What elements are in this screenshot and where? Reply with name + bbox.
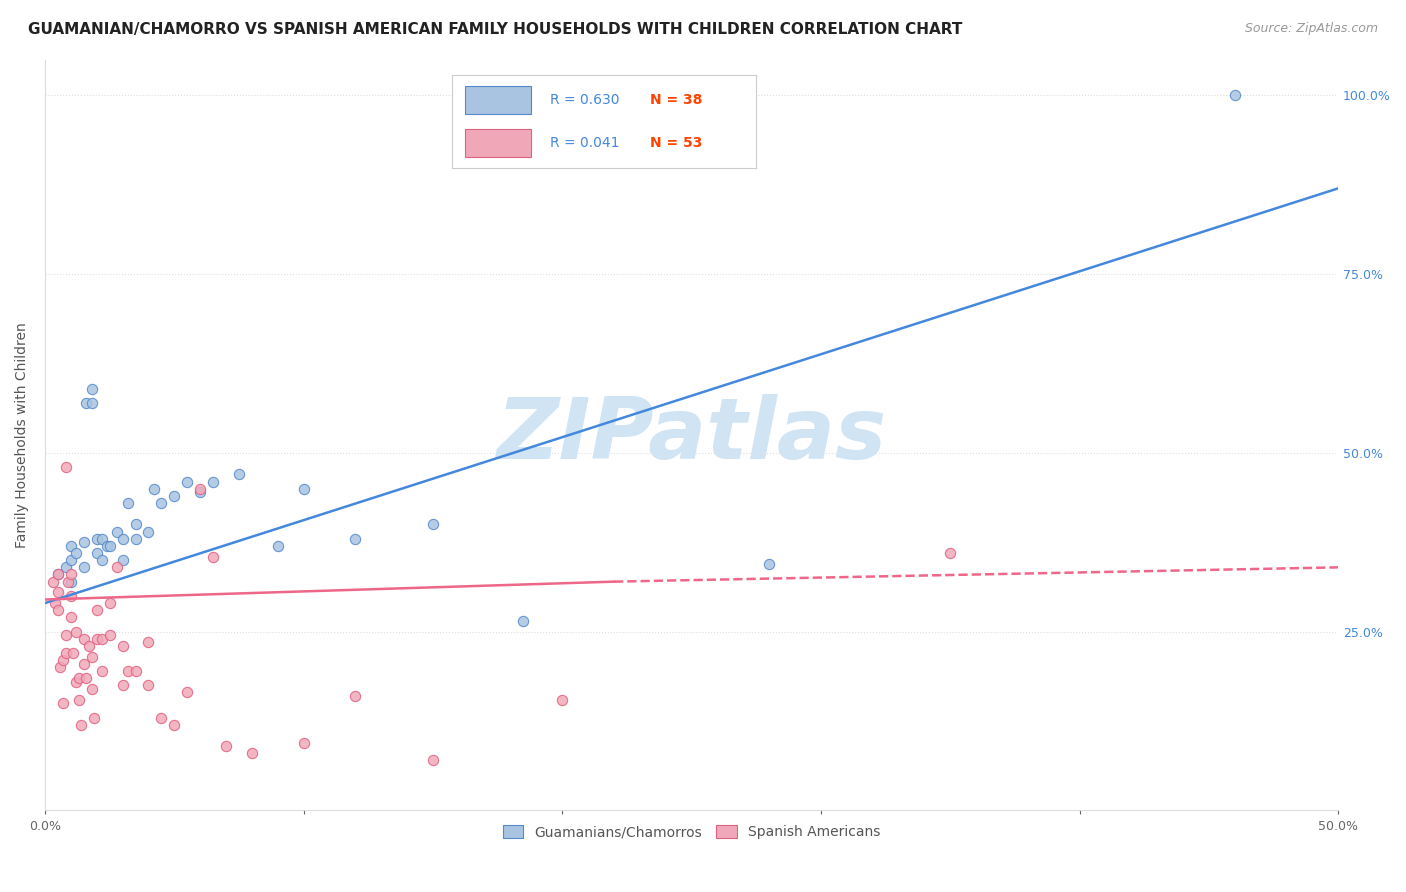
Point [111, 639, 134, 653]
Point [86, 603, 108, 617]
Point [90, 632, 112, 646]
Point [46, 567, 69, 582]
Point [292, 482, 315, 496]
Point [939, 546, 962, 560]
Point [138, 524, 160, 539]
Point [80, 649, 103, 664]
Point [422, 753, 444, 767]
Point [96, 539, 118, 553]
Point [75, 396, 97, 410]
Point [105, 524, 128, 539]
Point [44, 596, 66, 610]
Point [73, 535, 96, 549]
Point [124, 532, 146, 546]
Point [111, 532, 134, 546]
Point [163, 489, 186, 503]
Point [90, 532, 112, 546]
Point [75, 671, 97, 685]
Point [90, 553, 112, 567]
Point [59, 574, 82, 589]
Point [83, 710, 105, 724]
Point [77, 639, 100, 653]
Point [55, 560, 77, 574]
Point [70, 717, 93, 731]
Point [46, 567, 69, 582]
Point [55, 628, 77, 642]
Point [215, 739, 238, 753]
Point [86, 632, 108, 646]
Point [73, 657, 96, 671]
Point [52, 653, 75, 667]
Point [80, 681, 103, 696]
Point [59, 589, 82, 603]
Point [138, 635, 160, 649]
Point [188, 485, 211, 500]
Point [86, 532, 108, 546]
Point [344, 532, 367, 546]
Point [46, 603, 69, 617]
Point [138, 678, 160, 692]
Point [73, 632, 96, 646]
Point [80, 382, 103, 396]
Point [55, 646, 77, 660]
Text: Source: ZipAtlas.com: Source: ZipAtlas.com [1244, 22, 1378, 36]
Point [176, 475, 198, 489]
Point [117, 664, 139, 678]
Point [80, 396, 103, 410]
Text: ZIPatlas: ZIPatlas [496, 393, 887, 476]
Point [142, 482, 165, 496]
Point [163, 717, 186, 731]
Point [150, 710, 173, 724]
Point [228, 467, 250, 482]
Point [202, 549, 225, 564]
Point [124, 517, 146, 532]
Point [422, 517, 444, 532]
Point [55, 460, 77, 475]
Point [59, 539, 82, 553]
Point [240, 746, 263, 760]
Point [111, 553, 134, 567]
Point [105, 560, 128, 574]
Point [176, 685, 198, 699]
Point [267, 539, 290, 553]
Point [58, 574, 80, 589]
Point [59, 567, 82, 582]
Point [202, 475, 225, 489]
Point [73, 560, 96, 574]
Point [67, 692, 90, 706]
Point [551, 692, 574, 706]
Point [117, 496, 139, 510]
Point [59, 553, 82, 567]
Point [49, 660, 72, 674]
Point [65, 624, 87, 639]
Point [512, 614, 534, 628]
Legend: Guamanians/Chamorros, Spanish Americans: Guamanians/Chamorros, Spanish Americans [498, 820, 886, 845]
Point [344, 689, 367, 703]
Point [124, 664, 146, 678]
Point [1223, 88, 1246, 103]
Point [59, 610, 82, 624]
Point [52, 696, 75, 710]
Point [150, 496, 173, 510]
Point [42, 574, 65, 589]
Point [62, 646, 84, 660]
Point [292, 735, 315, 749]
Point [90, 664, 112, 678]
Point [86, 546, 108, 560]
Point [188, 482, 211, 496]
Point [111, 678, 134, 692]
Point [98, 628, 121, 642]
Text: GUAMANIAN/CHAMORRO VS SPANISH AMERICAN FAMILY HOUSEHOLDS WITH CHILDREN CORRELATI: GUAMANIAN/CHAMORRO VS SPANISH AMERICAN F… [28, 22, 963, 37]
Point [65, 674, 87, 689]
Point [98, 596, 121, 610]
Point [65, 546, 87, 560]
Point [46, 585, 69, 599]
Point [758, 557, 780, 571]
Point [67, 671, 90, 685]
Y-axis label: Family Households with Children: Family Households with Children [15, 322, 30, 548]
Point [98, 539, 121, 553]
